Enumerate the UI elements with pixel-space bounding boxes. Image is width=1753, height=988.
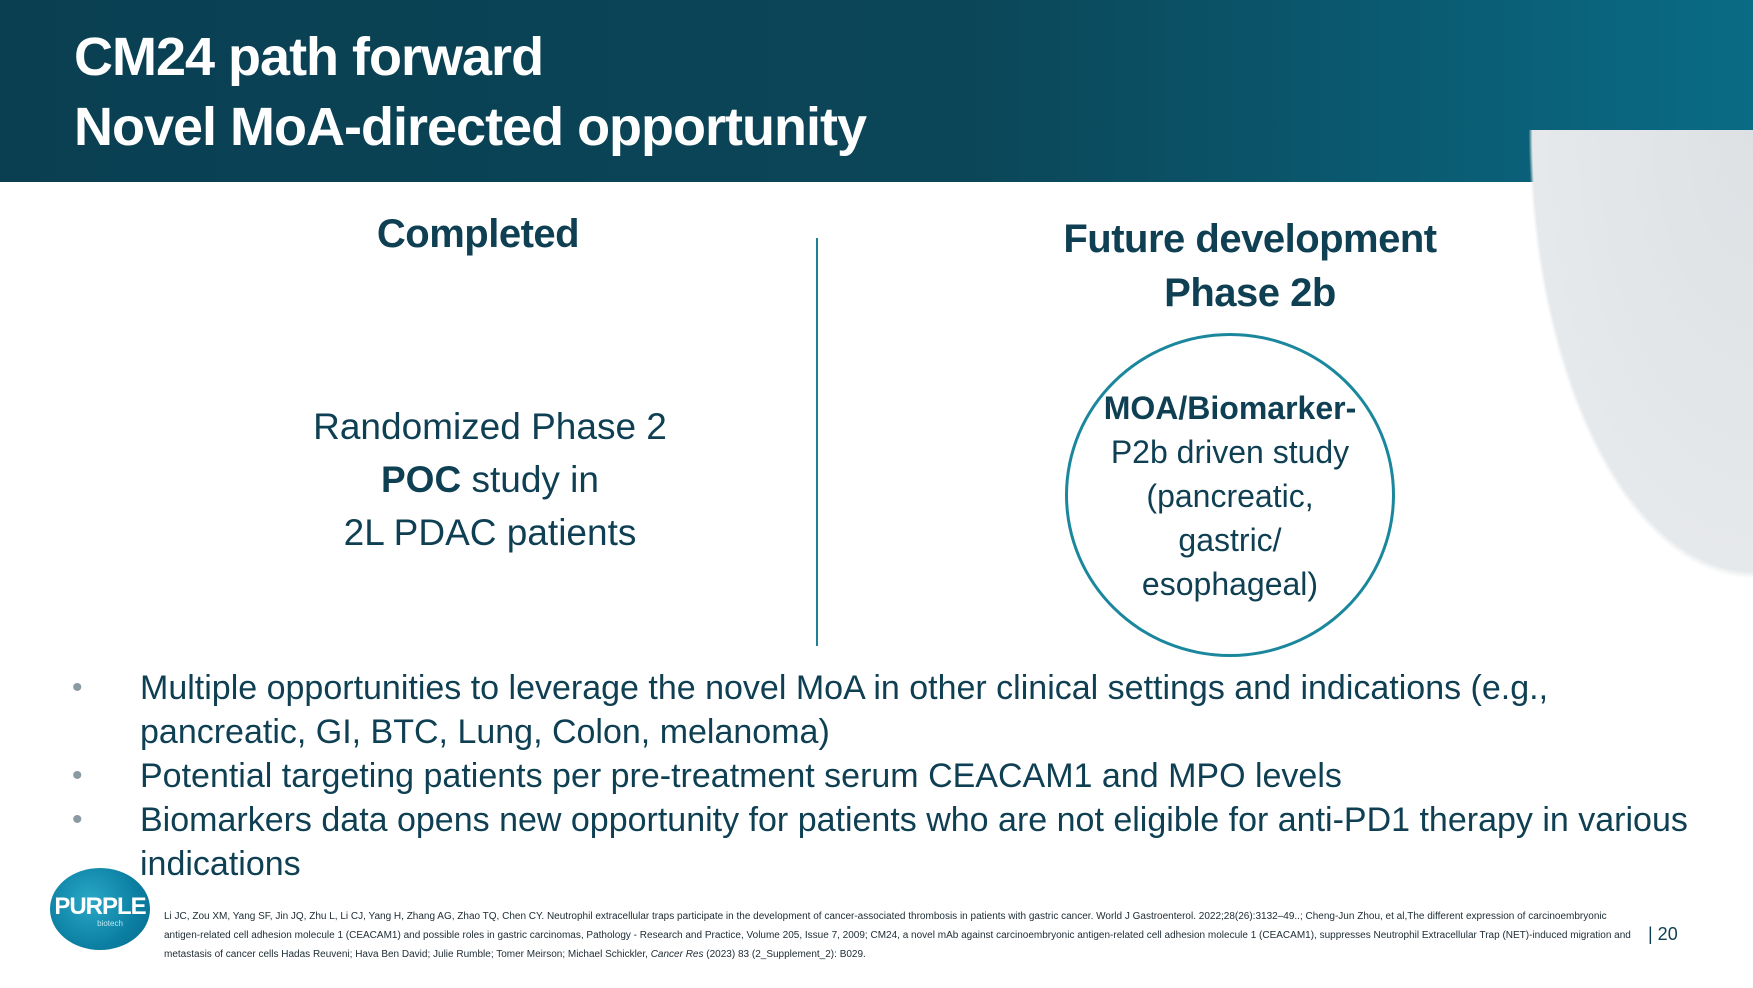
- completed-line-2: POC study in: [240, 453, 740, 506]
- future-heading-line-2: Phase 2b: [1164, 271, 1336, 315]
- bullet-item: • Multiple opportunities to leverage the …: [70, 666, 1710, 754]
- circle-line-3: (pancreatic,: [1146, 478, 1314, 514]
- logo-text: PURPLE: [54, 893, 146, 920]
- decorative-swoosh: [1493, 130, 1753, 650]
- completed-line-3: 2L PDAC patients: [343, 512, 637, 553]
- completed-description: Randomized Phase 2 POC study in 2L PDAC …: [240, 400, 740, 559]
- completed-heading: Completed: [376, 212, 580, 256]
- purple-biotech-logo-icon: [50, 868, 150, 950]
- bullet-dot-icon: •: [72, 803, 83, 836]
- slide-title-line-2: Novel MoA-directed opportunity: [74, 97, 867, 157]
- page-number: | 20: [1648, 924, 1678, 944]
- bullet-dot-icon: •: [72, 759, 83, 792]
- bullet-dot-icon: •: [72, 671, 83, 704]
- column-divider: [816, 238, 818, 646]
- circle-line-5: esophageal): [1141, 566, 1319, 602]
- phase2b-description: MOA/Biomarker- P2b driven study (pancrea…: [1080, 386, 1380, 606]
- circle-line-2: P2b driven study: [1110, 434, 1350, 470]
- circle-line-4: gastric/: [1178, 522, 1282, 558]
- slide-title-line-1: CM24 path forward: [74, 27, 544, 87]
- bullet-item: • Potential targeting patients per pre-tr…: [70, 754, 1710, 798]
- journal-name: Cancer Res: [650, 949, 704, 960]
- title-banner: CM24 path forward Novel MoA-directed opp…: [0, 0, 1753, 182]
- bullet-item: • Biomarkers data opens new opportunity f…: [70, 798, 1710, 886]
- future-heading-line-1: Future development: [1063, 217, 1437, 261]
- references: Li JC, Zou XM, Yang SF, Jin JQ, Zhu L, L…: [164, 911, 1631, 960]
- moa-biomarker-bold: MOA/Biomarker-: [1103, 390, 1357, 426]
- logo-subtext: biotech: [97, 919, 123, 928]
- poc-bold: POC: [381, 459, 462, 500]
- phase2b-circle: [1065, 333, 1395, 657]
- bullet-list: • Multiple opportunities to leverage the …: [70, 666, 1710, 886]
- completed-line-2-rest: study in: [461, 459, 599, 500]
- future-heading: Future development Phase 2b: [1000, 212, 1500, 320]
- completed-line-1: Randomized Phase 2: [313, 406, 667, 447]
